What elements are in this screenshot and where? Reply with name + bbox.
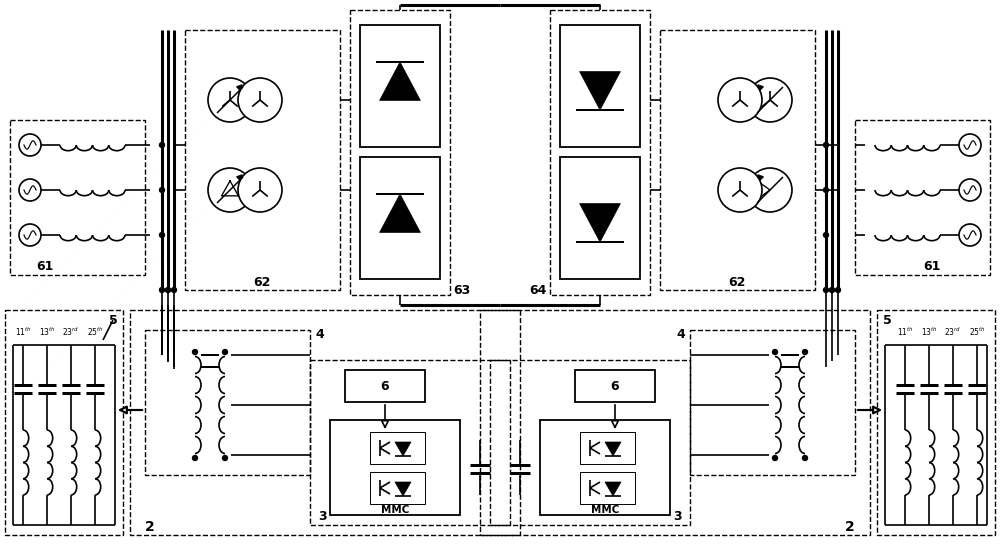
Circle shape — [208, 78, 252, 122]
Polygon shape — [580, 72, 620, 110]
Bar — [660, 30, 815, 290]
Polygon shape — [395, 442, 411, 456]
Bar — [370, 472, 425, 504]
Circle shape — [718, 78, 762, 122]
Text: 6: 6 — [381, 380, 389, 393]
Bar — [10, 120, 145, 275]
Circle shape — [748, 168, 792, 212]
Circle shape — [718, 168, 762, 212]
Bar — [370, 432, 425, 464]
Bar — [130, 310, 520, 535]
Text: 25$^{th}$: 25$^{th}$ — [87, 326, 103, 338]
Polygon shape — [380, 194, 420, 232]
Bar — [690, 330, 855, 475]
Text: 25$^{th}$: 25$^{th}$ — [969, 326, 985, 338]
Text: 23$^{rd}$: 23$^{rd}$ — [62, 326, 80, 338]
Text: 64: 64 — [530, 283, 547, 296]
Circle shape — [160, 232, 164, 237]
Circle shape — [160, 143, 164, 148]
Circle shape — [772, 456, 778, 461]
Circle shape — [19, 179, 41, 201]
Text: 63: 63 — [453, 283, 470, 296]
Bar — [310, 360, 510, 525]
Circle shape — [160, 288, 164, 293]
Text: MMC: MMC — [381, 505, 409, 515]
Text: 61: 61 — [36, 260, 54, 274]
Circle shape — [824, 232, 828, 237]
Text: 5: 5 — [883, 313, 891, 327]
Bar — [580, 472, 635, 504]
Text: 11$^{th}$: 11$^{th}$ — [15, 326, 31, 338]
Circle shape — [222, 350, 228, 354]
Bar — [560, 157, 640, 279]
Circle shape — [172, 288, 176, 293]
Circle shape — [238, 168, 282, 212]
Circle shape — [166, 288, 170, 293]
Text: 2: 2 — [145, 520, 155, 534]
Circle shape — [19, 224, 41, 246]
Bar — [345, 370, 425, 402]
Circle shape — [19, 134, 41, 156]
Circle shape — [238, 78, 282, 122]
Text: 3: 3 — [673, 510, 682, 523]
Text: 13$^{th}$: 13$^{th}$ — [39, 326, 55, 338]
Bar — [5, 310, 123, 535]
Circle shape — [824, 143, 828, 148]
Bar — [145, 330, 310, 475]
Polygon shape — [580, 203, 620, 242]
Text: 62: 62 — [728, 276, 746, 288]
Text: 13$^{th}$: 13$^{th}$ — [921, 326, 937, 338]
Circle shape — [824, 188, 828, 193]
Text: 4: 4 — [315, 329, 324, 341]
Bar — [185, 30, 340, 290]
Bar — [480, 310, 870, 535]
Text: 62: 62 — [253, 276, 271, 288]
Circle shape — [824, 288, 828, 293]
Circle shape — [802, 350, 808, 354]
Circle shape — [160, 188, 164, 193]
Circle shape — [192, 350, 198, 354]
Bar — [560, 25, 640, 147]
Polygon shape — [605, 482, 621, 496]
Circle shape — [830, 288, 834, 293]
Circle shape — [192, 456, 198, 461]
Bar — [360, 25, 440, 147]
Bar — [350, 10, 450, 295]
Bar — [855, 120, 990, 275]
Circle shape — [222, 456, 228, 461]
Bar — [540, 420, 670, 515]
Circle shape — [836, 288, 840, 293]
Text: 61: 61 — [923, 260, 941, 274]
Circle shape — [748, 78, 792, 122]
Bar — [877, 310, 995, 535]
Text: 11$^{th}$: 11$^{th}$ — [897, 326, 913, 338]
Text: 4: 4 — [676, 329, 685, 341]
Text: 5: 5 — [109, 313, 117, 327]
Bar — [360, 157, 440, 279]
Polygon shape — [380, 62, 420, 101]
Bar — [330, 420, 460, 515]
Text: 6: 6 — [611, 380, 619, 393]
Circle shape — [802, 456, 808, 461]
Circle shape — [959, 134, 981, 156]
Bar — [550, 10, 650, 295]
Circle shape — [959, 179, 981, 201]
Bar — [490, 360, 690, 525]
Polygon shape — [395, 482, 411, 496]
Circle shape — [772, 350, 778, 354]
Bar — [580, 432, 635, 464]
Text: 3: 3 — [318, 510, 327, 523]
Circle shape — [959, 224, 981, 246]
Text: 23$^{rd}$: 23$^{rd}$ — [944, 326, 962, 338]
Circle shape — [208, 168, 252, 212]
Polygon shape — [605, 442, 621, 456]
Bar — [575, 370, 655, 402]
Text: 2: 2 — [845, 520, 855, 534]
Text: MMC: MMC — [591, 505, 619, 515]
